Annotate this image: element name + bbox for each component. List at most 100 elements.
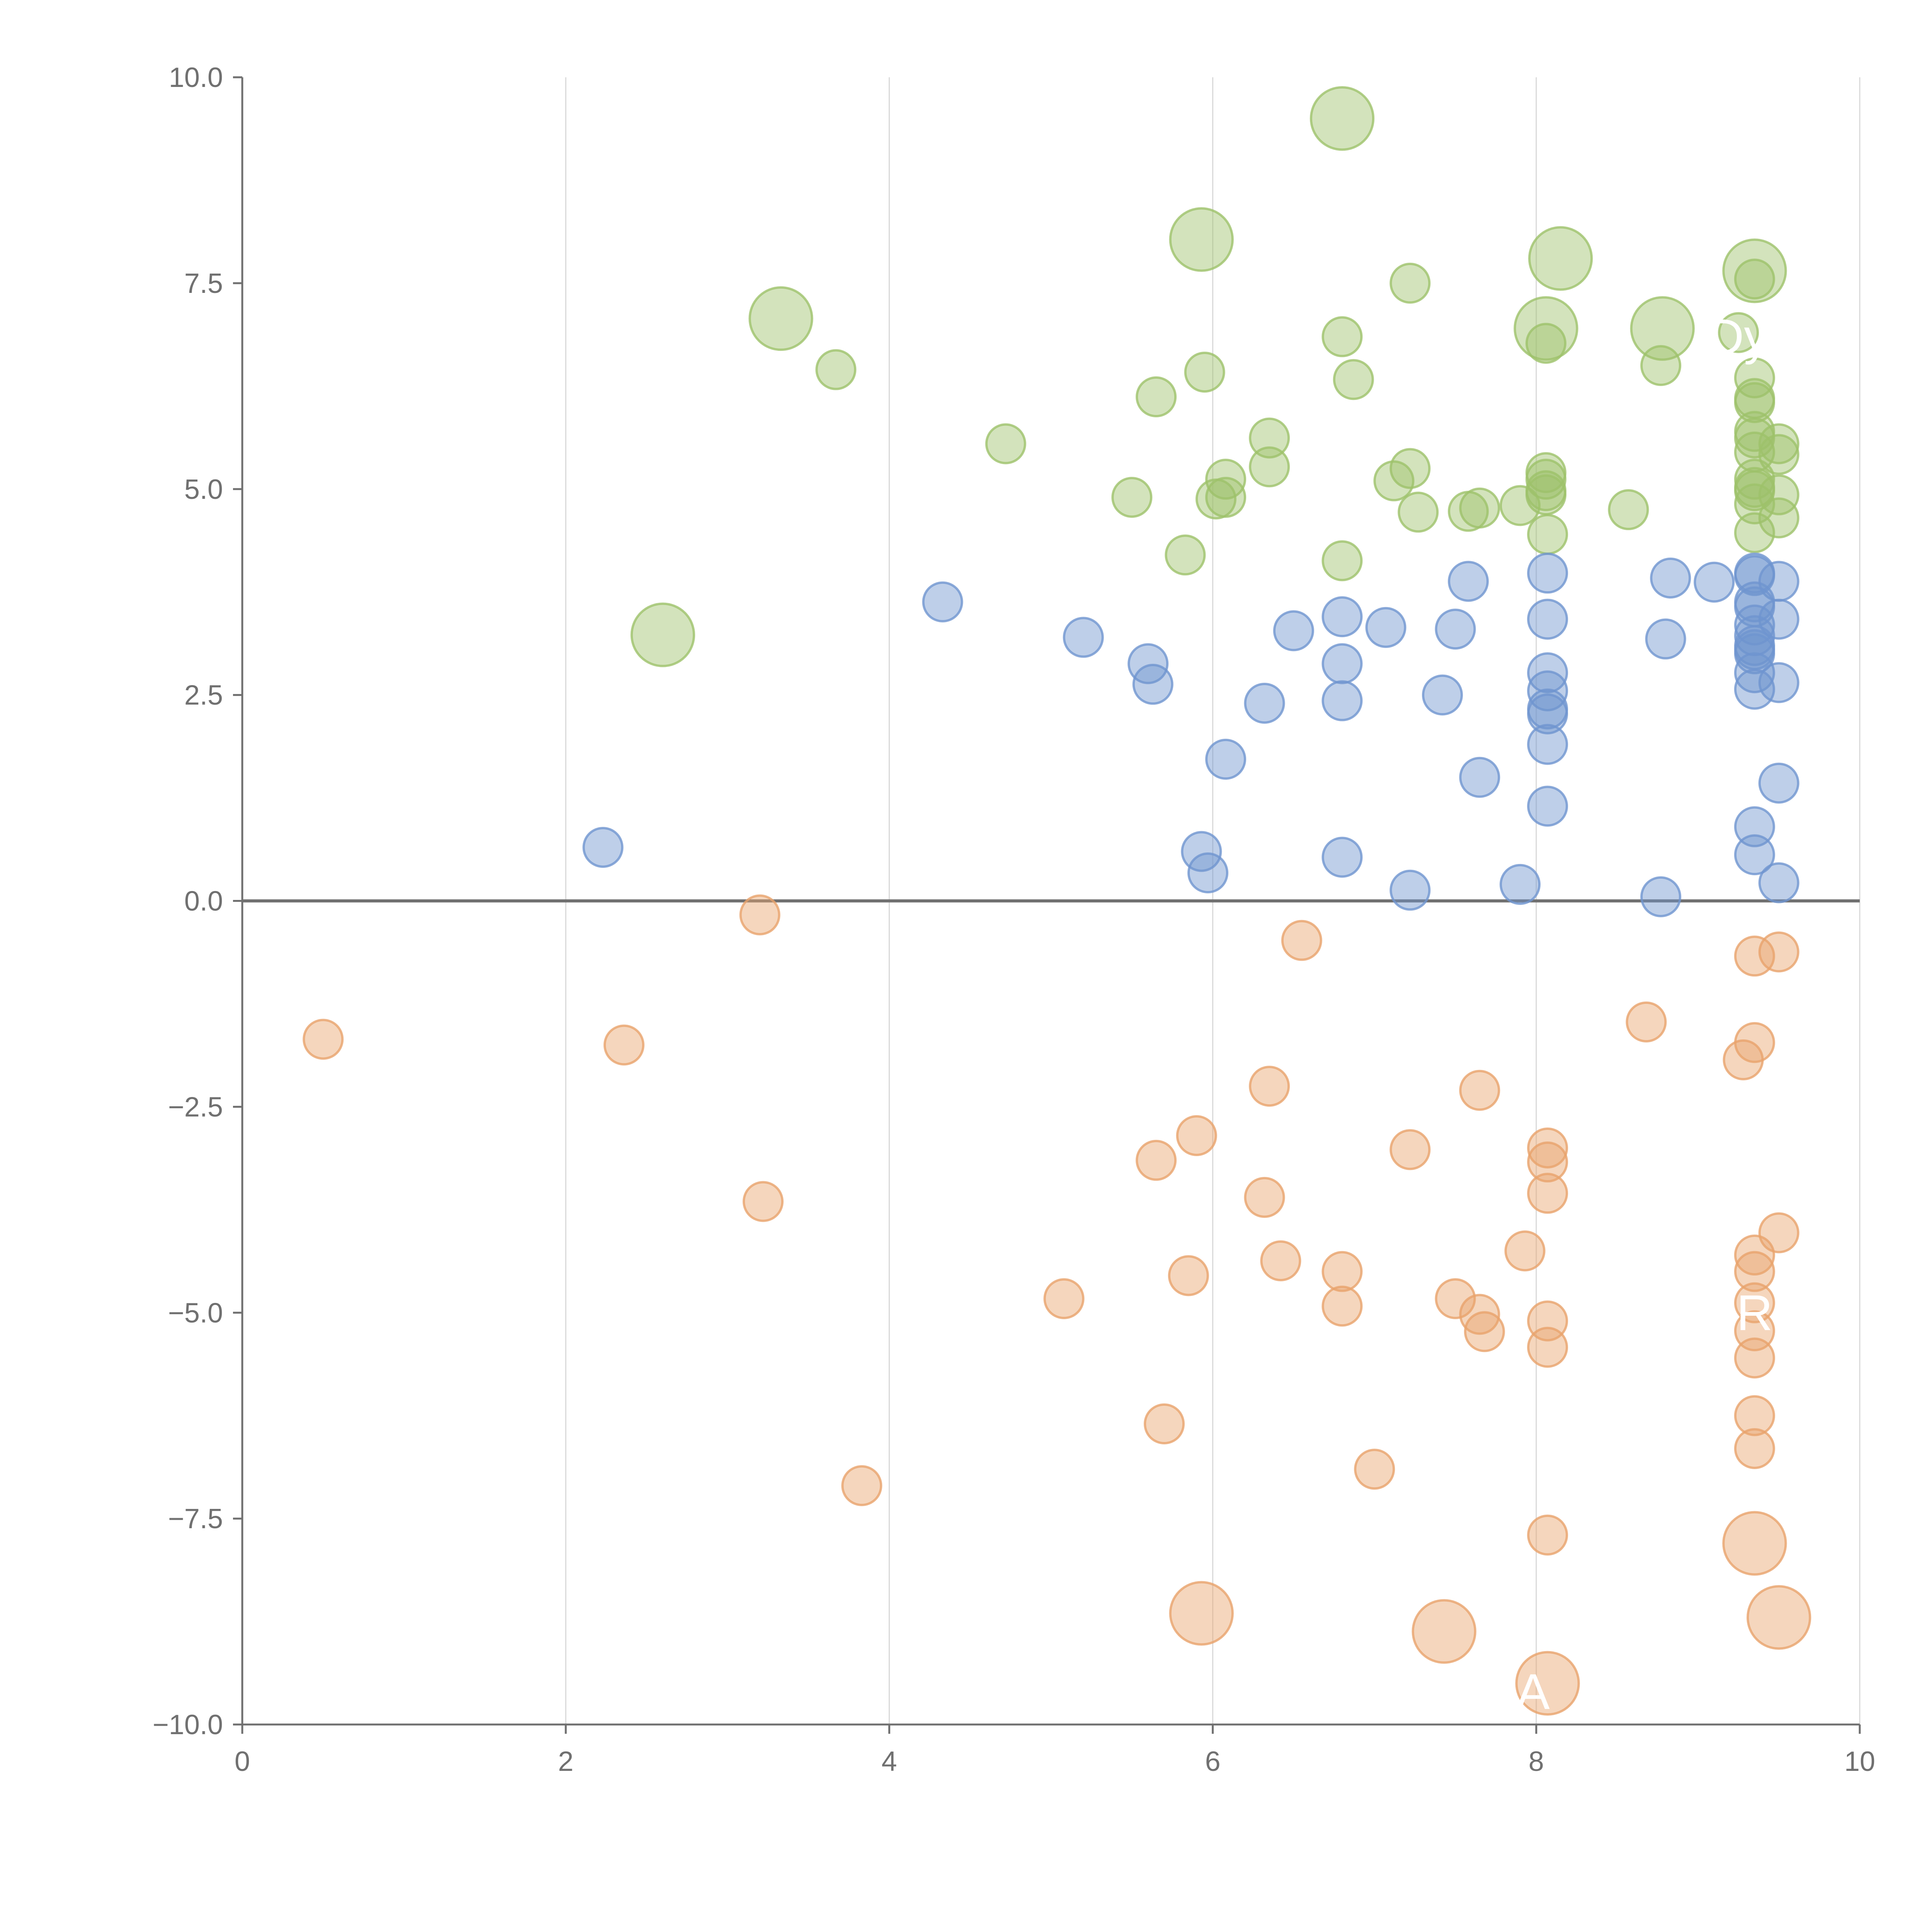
point-orange[interactable] [1464, 1311, 1505, 1352]
point-green[interactable] [1734, 259, 1775, 300]
point-green[interactable] [1310, 86, 1375, 151]
point-green[interactable] [815, 349, 857, 390]
point-green[interactable] [1373, 460, 1415, 502]
point-blue[interactable] [1734, 806, 1775, 847]
point-orange[interactable] [1321, 1251, 1363, 1292]
point-orange[interactable] [1176, 1115, 1217, 1156]
point-orange[interactable] [1412, 1599, 1476, 1664]
point-green[interactable] [1249, 446, 1290, 488]
point-orange[interactable] [1144, 1403, 1185, 1445]
point-orange[interactable] [603, 1024, 645, 1066]
point-green[interactable] [1758, 497, 1799, 539]
point-blue[interactable] [1734, 615, 1775, 656]
point-orange[interactable] [1527, 1514, 1568, 1556]
point-orange[interactable] [742, 1181, 784, 1222]
point-orange[interactable] [1527, 1173, 1568, 1214]
point-orange[interactable] [1734, 1235, 1775, 1276]
point-blue[interactable] [1650, 557, 1691, 599]
point-blue[interactable] [1734, 652, 1775, 694]
point-orange[interactable] [1169, 1581, 1234, 1646]
point-green[interactable] [630, 602, 695, 667]
point-blue[interactable] [1527, 693, 1568, 735]
point-orange[interactable] [1244, 1177, 1285, 1218]
point-blue[interactable] [1499, 864, 1541, 905]
point-blue[interactable] [1527, 670, 1568, 711]
point-green[interactable] [1249, 417, 1290, 459]
point-blue[interactable] [1435, 609, 1476, 650]
point-green[interactable] [1525, 323, 1566, 364]
point-blue[interactable] [1063, 617, 1104, 658]
point-blue[interactable] [1734, 668, 1775, 710]
point-orange[interactable] [1747, 1585, 1811, 1650]
point-green[interactable] [1528, 226, 1593, 291]
point-blue[interactable] [1527, 724, 1568, 765]
point-blue[interactable] [1205, 738, 1247, 780]
point-orange[interactable] [1734, 1428, 1775, 1469]
point-blue[interactable] [1321, 680, 1363, 721]
point-orange[interactable] [1527, 1127, 1568, 1168]
point-green[interactable] [1184, 352, 1225, 393]
point-blue[interactable] [1459, 757, 1500, 798]
point-blue[interactable] [582, 827, 624, 868]
point-orange[interactable] [1722, 1511, 1787, 1576]
point-orange[interactable] [1734, 1337, 1775, 1379]
point-orange[interactable] [1758, 931, 1799, 973]
point-blue[interactable] [1758, 599, 1799, 640]
point-green[interactable] [1499, 485, 1541, 526]
point-blue[interactable] [1645, 618, 1686, 660]
point-green[interactable] [1321, 540, 1363, 582]
point-blue[interactable] [1640, 876, 1682, 917]
point-blue[interactable] [1321, 596, 1363, 638]
point-green[interactable] [1333, 359, 1374, 400]
point-green[interactable] [1640, 345, 1682, 386]
point-orange[interactable] [1459, 1070, 1500, 1111]
point-green[interactable] [1734, 483, 1775, 525]
point-blue[interactable] [1422, 674, 1463, 716]
point-orange[interactable] [1354, 1449, 1395, 1490]
point-green[interactable] [1205, 477, 1247, 518]
point-green[interactable] [1111, 477, 1153, 518]
point-orange[interactable] [1734, 1395, 1775, 1436]
point-orange[interactable] [1321, 1286, 1363, 1327]
point-green[interactable] [1722, 238, 1787, 303]
point-orange[interactable] [1723, 1039, 1764, 1080]
point-green[interactable] [1734, 382, 1775, 423]
point-green[interactable] [1514, 296, 1578, 361]
point-green[interactable] [1165, 534, 1206, 576]
point-green[interactable] [1758, 423, 1799, 464]
point-green[interactable] [1321, 316, 1363, 357]
point-orange[interactable] [1527, 1327, 1568, 1368]
point-green[interactable] [985, 423, 1026, 464]
point-green[interactable] [1447, 491, 1489, 532]
point-orange[interactable] [1734, 1251, 1775, 1292]
point-blue[interactable] [1132, 663, 1173, 705]
point-blue[interactable] [1758, 862, 1799, 903]
point-orange[interactable] [1435, 1278, 1476, 1320]
point-blue[interactable] [1128, 643, 1169, 684]
point-orange[interactable] [1734, 1282, 1775, 1323]
point-blue[interactable] [1273, 610, 1314, 651]
point-blue[interactable] [1365, 607, 1406, 648]
point-orange[interactable] [1260, 1240, 1301, 1281]
point-orange[interactable] [1504, 1230, 1546, 1272]
point-blue[interactable] [1244, 682, 1285, 724]
point-green[interactable] [1527, 514, 1568, 555]
point-orange[interactable] [1515, 1651, 1580, 1716]
point-orange[interactable] [1168, 1255, 1209, 1296]
point-blue[interactable] [1527, 553, 1568, 594]
point-orange[interactable] [1249, 1066, 1290, 1107]
point-orange[interactable] [1527, 1141, 1568, 1183]
point-green[interactable] [1169, 207, 1234, 272]
point-green[interactable] [1525, 459, 1566, 500]
point-orange[interactable] [1389, 1129, 1431, 1170]
point-blue[interactable] [1527, 652, 1568, 694]
point-green[interactable] [1136, 376, 1177, 418]
point-green[interactable] [1734, 357, 1775, 398]
point-blue[interactable] [922, 581, 963, 622]
point-blue[interactable] [1321, 837, 1363, 878]
point-green[interactable] [1630, 296, 1695, 361]
point-blue[interactable] [1758, 762, 1799, 804]
point-green[interactable] [1758, 434, 1799, 475]
point-orange[interactable] [739, 894, 781, 935]
point-blue[interactable] [1447, 561, 1489, 602]
